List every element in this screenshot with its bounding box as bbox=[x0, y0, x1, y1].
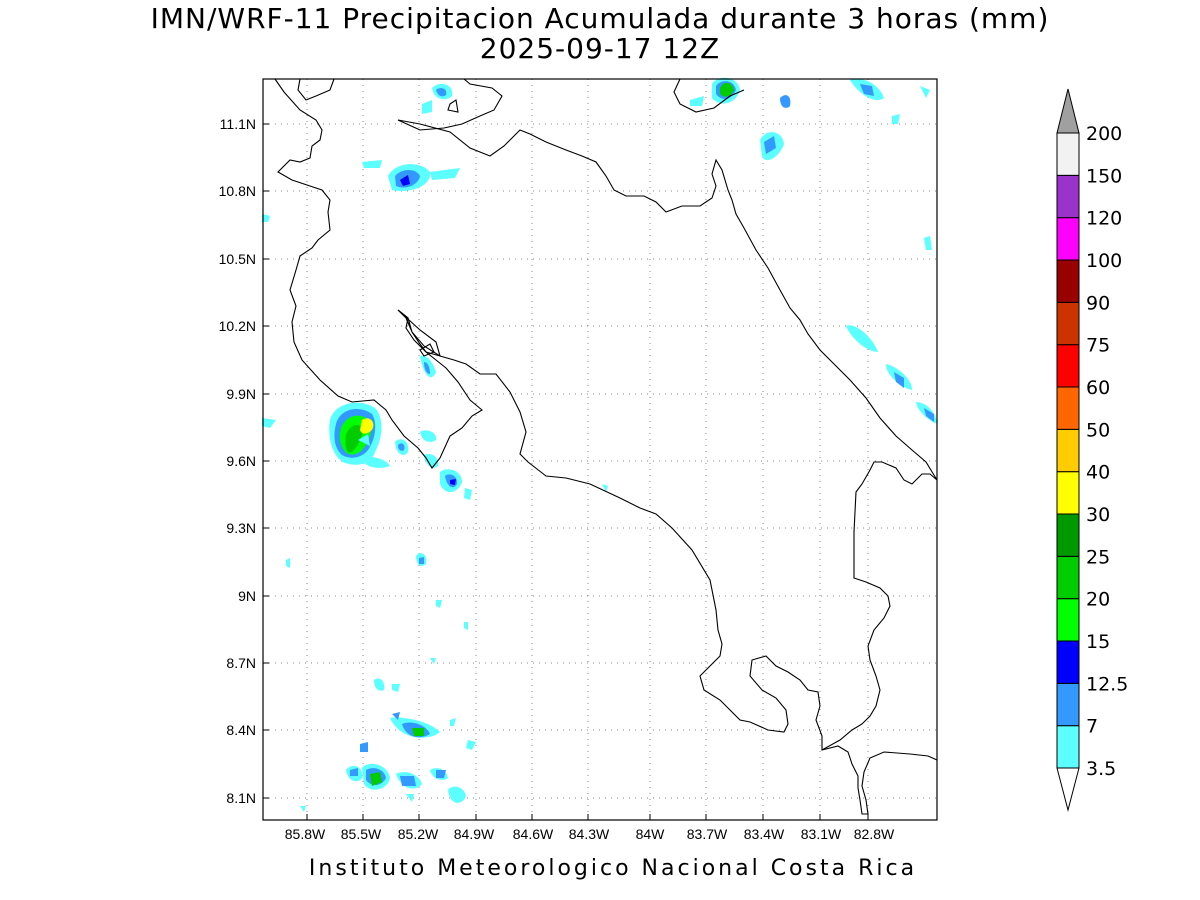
y-tick-label: 9N bbox=[238, 588, 256, 604]
y-tick-label: 8.7N bbox=[226, 655, 256, 671]
x-tick-label: 82.8W bbox=[854, 826, 895, 842]
y-axis-labels: 11.1N 10.8N 10.5N 10.2N 9.9N 9.6N 9.3N 9… bbox=[219, 116, 256, 806]
colorbar-swatch bbox=[1056, 725, 1080, 769]
y-tick-label: 9.3N bbox=[226, 520, 256, 536]
colorbar-label: 25 bbox=[1086, 546, 1110, 568]
x-tick-label: 83.7W bbox=[687, 826, 728, 842]
map-subtitle-datetime: 2025-09-17 12Z bbox=[479, 32, 721, 65]
colorbar-label: 60 bbox=[1086, 377, 1110, 399]
colorbar-arrow-bottom bbox=[1056, 767, 1080, 812]
colorbar-label: 40 bbox=[1086, 462, 1110, 484]
y-tick-label: 11.1N bbox=[220, 116, 256, 132]
y-tick-label: 10.8N bbox=[219, 183, 256, 199]
y-tick-label: 10.2N bbox=[219, 318, 256, 334]
y-tick-label: 9.6N bbox=[226, 453, 256, 469]
colorbar-swatch bbox=[1056, 513, 1080, 557]
x-tick-label: 84.3W bbox=[569, 826, 610, 842]
graticule bbox=[263, 79, 937, 820]
colorbar-swatch bbox=[1056, 301, 1080, 346]
x-tick-label: 85.2W bbox=[398, 826, 439, 842]
colorbar-swatch bbox=[1056, 640, 1080, 684]
y-tick-label: 10.5N bbox=[219, 251, 256, 267]
x-tick-label: 83.1W bbox=[801, 826, 842, 842]
colorbar-swatch bbox=[1056, 344, 1080, 388]
institution-credit: Instituto Meteorologico Nacional Costa R… bbox=[308, 856, 918, 881]
colorbar-label: 20 bbox=[1086, 589, 1110, 611]
colorbar-label: 50 bbox=[1086, 419, 1110, 441]
colorbar-swatch bbox=[1056, 259, 1080, 303]
colorbar-label: 3.5 bbox=[1086, 758, 1116, 780]
colorbar-swatch bbox=[1056, 598, 1080, 642]
map-title: IMN/WRF-11 Precipitacion Acumulada duran… bbox=[150, 2, 1050, 35]
y-tick-label: 9.9N bbox=[226, 386, 256, 402]
colorbar-label: 7 bbox=[1086, 716, 1098, 738]
colorbar-swatch bbox=[1056, 471, 1080, 515]
colorbar-swatch bbox=[1056, 555, 1080, 600]
x-tick-label: 83.4W bbox=[744, 826, 785, 842]
colorbar-label: 120 bbox=[1086, 208, 1122, 230]
x-tick-label: 84W bbox=[636, 826, 666, 842]
y-tick-label: 8.1N bbox=[226, 790, 256, 806]
colorbar-swatch bbox=[1056, 386, 1080, 430]
colorbar-swatch bbox=[1056, 132, 1080, 176]
colorbar-label: 200 bbox=[1086, 123, 1122, 145]
x-tick-label: 85.8W bbox=[285, 826, 326, 842]
x-axis-labels: 85.8W 85.5W 85.2W 84.9W 84.6W 84.3W 84W … bbox=[285, 826, 895, 842]
colorbar-arrow-top bbox=[1056, 88, 1080, 134]
colorbar-label: 15 bbox=[1086, 631, 1110, 653]
colorbar-label: 75 bbox=[1086, 335, 1110, 357]
colorbar-label: 150 bbox=[1086, 165, 1122, 187]
precipitation-field bbox=[262, 77, 937, 812]
colorbar-swatch bbox=[1056, 174, 1080, 219]
x-tick-label: 84.9W bbox=[454, 826, 495, 842]
colorbar-legend: 3.5 7 12.5 15 20 25 30 40 50 60 75 90 100 120 150 200 bbox=[1056, 88, 1128, 812]
axis-ticks bbox=[263, 123, 869, 820]
y-tick-label: 8.4N bbox=[226, 722, 256, 738]
coastlines-and-borders bbox=[274, 78, 938, 815]
x-tick-label: 85.5W bbox=[341, 826, 382, 842]
colorbar-label: 30 bbox=[1086, 504, 1110, 526]
colorbar-label: 12.5 bbox=[1086, 673, 1128, 695]
colorbar-label: 100 bbox=[1086, 250, 1122, 272]
colorbar-swatch bbox=[1056, 428, 1080, 473]
colorbar-swatch bbox=[1056, 217, 1080, 261]
x-tick-label: 84.6W bbox=[513, 826, 554, 842]
map-frame bbox=[262, 78, 938, 821]
colorbar-swatch bbox=[1056, 682, 1080, 727]
colorbar-label: 90 bbox=[1086, 292, 1110, 314]
